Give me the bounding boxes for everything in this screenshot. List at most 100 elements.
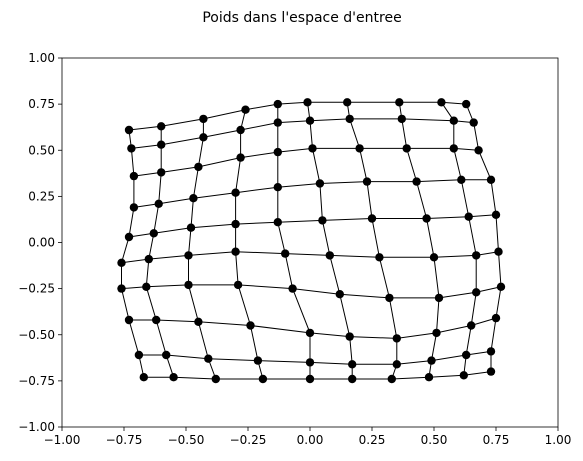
weight-node-point: [273, 218, 282, 227]
weight-node-point: [273, 99, 282, 109]
weight-node-point: [397, 114, 406, 124]
mesh-column-line: [307, 102, 353, 379]
mesh-column-line: [465, 103, 502, 372]
mesh-row-line: [133, 147, 479, 177]
weight-node-point: [449, 116, 458, 125]
weight-node-point: [194, 317, 203, 326]
weight-node-point: [315, 179, 325, 188]
weight-node-point: [308, 144, 317, 153]
weight-node-point: [305, 374, 315, 384]
weight-node-point: [303, 98, 312, 107]
weight-node-point: [345, 114, 354, 124]
weight-node-point: [199, 133, 208, 142]
weight-node-point: [348, 360, 357, 369]
y-tick-label: −1.00: [18, 420, 55, 434]
weight-node-point: [494, 247, 503, 256]
weight-node-point: [429, 253, 439, 262]
y-tick-label: 0.75: [28, 97, 55, 111]
weight-node-point: [362, 177, 372, 186]
weight-node-point: [124, 125, 134, 135]
weight-node-point: [142, 282, 151, 291]
weight-node-point: [449, 144, 458, 153]
weight-node-point: [231, 219, 240, 229]
weight-node-point: [464, 212, 473, 221]
weight-node-point: [281, 249, 290, 258]
x-tick-label: −0.75: [106, 433, 143, 447]
x-tick-label: −0.50: [168, 433, 205, 447]
weight-node-point: [385, 293, 394, 303]
weight-node-point: [246, 321, 255, 330]
weight-node-point: [169, 373, 178, 382]
weight-node-point: [231, 247, 240, 256]
y-tick-label: −0.25: [18, 282, 55, 296]
weight-node-point: [273, 147, 282, 157]
weight-node-point: [194, 162, 203, 172]
weight-node-point: [233, 280, 243, 290]
weight-node-point: [325, 251, 334, 260]
y-tick-label: 0.00: [28, 236, 55, 250]
weight-node-point: [154, 199, 163, 208]
weight-node-point: [189, 194, 198, 203]
mesh-row-line: [129, 317, 497, 339]
weight-node-point: [434, 293, 444, 303]
mesh-row-line: [131, 118, 474, 149]
weight-node-point: [288, 284, 297, 293]
weight-node-point: [236, 125, 245, 135]
weight-node-point: [305, 116, 315, 125]
mesh-row-line: [121, 251, 499, 264]
weight-node-point: [457, 175, 466, 184]
weight-node-point: [355, 144, 364, 153]
mesh-column-line: [277, 104, 311, 379]
weight-node-point: [305, 358, 315, 367]
weight-node-point: [184, 251, 193, 260]
weight-node-point: [241, 105, 250, 114]
x-axis: −1.00 −0.75 −0.50 −0.25 0.00 0.25 0.50 0.75 1.00: [44, 427, 572, 447]
mesh-row-line: [133, 179, 491, 208]
weight-node-point: [437, 98, 446, 107]
weight-node-point: [273, 183, 282, 192]
weight-node-point: [432, 328, 441, 338]
weight-node-point: [124, 315, 134, 325]
weight-node-point: [162, 350, 171, 360]
weight-node-point: [486, 347, 496, 356]
mesh-row-line: [143, 371, 492, 380]
weight-node-point: [318, 216, 327, 225]
weight-node-point: [472, 251, 481, 260]
weight-node-point: [124, 232, 134, 242]
y-tick-label: −0.75: [18, 374, 55, 388]
weight-node-point: [273, 118, 282, 127]
weight-node-point: [395, 98, 404, 107]
weight-node-point: [129, 203, 139, 212]
weight-node-point: [199, 114, 208, 124]
mesh-column-line: [145, 126, 175, 378]
weight-node-point: [231, 188, 240, 197]
weight-node-point: [402, 144, 411, 153]
x-tick-label: 1.00: [545, 433, 572, 447]
weight-node-point: [127, 144, 136, 153]
mesh-row-line: [128, 214, 497, 238]
weight-node-point: [117, 258, 126, 267]
y-tick-label: −0.50: [18, 328, 55, 342]
weight-node-point: [134, 350, 144, 360]
mesh-row-line: [128, 101, 467, 131]
weight-node-point: [335, 290, 344, 299]
y-axis: 1.00 0.75 0.50 0.25 0.00 −0.25 −0.50 −0.75 −1.00: [18, 51, 62, 434]
weight-node-point: [474, 146, 483, 155]
mesh-column-line: [188, 118, 217, 380]
weight-node-point: [491, 313, 501, 323]
weight-node-point: [305, 328, 315, 338]
weight-node-point: [184, 280, 193, 290]
weight-node-point: [427, 356, 436, 365]
mesh-column-line: [121, 129, 145, 378]
mesh-column-line: [346, 102, 398, 380]
y-tick-label: 0.50: [28, 143, 55, 157]
weight-node-point: [486, 367, 496, 376]
weight-node-point: [253, 356, 263, 365]
weight-node-point: [144, 254, 153, 264]
weight-node-point: [157, 140, 166, 149]
weight-node-point: [204, 354, 213, 363]
weight-node-point: [348, 374, 357, 384]
mesh-row-line: [121, 284, 502, 299]
